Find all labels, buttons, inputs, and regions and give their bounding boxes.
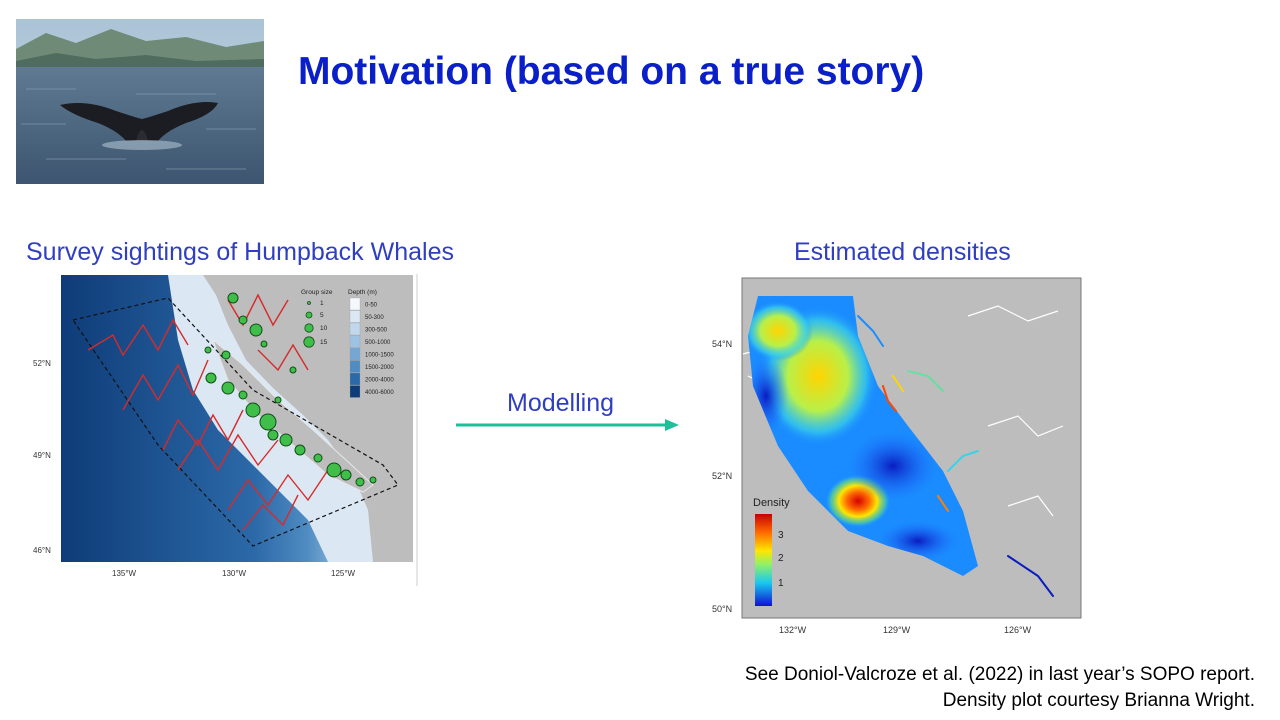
depth-bin-label: 300-500 — [365, 328, 388, 334]
depth-bin-label: 4000-6000 — [365, 390, 394, 396]
density-tick-2: 2 — [778, 553, 784, 564]
modelling-label: Modelling — [507, 389, 615, 417]
depth-swatch — [349, 310, 361, 323]
lon-label-126w: 126°W — [1004, 625, 1032, 635]
depth-legend-title: Depth (m) — [348, 289, 377, 296]
depth-swatch — [349, 372, 361, 386]
density-tick-3: 3 — [778, 530, 784, 541]
depth-swatch — [349, 385, 361, 398]
lat-label-54n: 54°N — [712, 339, 732, 349]
depth-bin-label: 1500-2000 — [365, 365, 394, 371]
lat-label-50n: 50°N — [712, 604, 732, 614]
survey-sightings-map: Group size 1 5 10 15 Depth (m) 0-50 50-30… — [33, 274, 418, 586]
humpback-whale-tail-photo — [16, 19, 264, 184]
depth-bin-label: 2000-4000 — [365, 378, 394, 384]
group-size-1: 1 — [320, 300, 324, 307]
lat-label-46n: 46°N — [33, 546, 51, 555]
footnote-credit: Density plot courtesy Brianna Wright. — [942, 690, 1255, 711]
depth-bin-label: 1000-1500 — [365, 353, 394, 359]
lon-label-132w: 132°W — [779, 625, 807, 635]
slide-title: Motivation (based on a true story) — [298, 50, 925, 93]
estimated-densities-caption: Estimated densities — [794, 238, 1011, 266]
density-tick-1: 1 — [778, 578, 784, 589]
lon-label-125w: 125°W — [331, 569, 356, 578]
survey-sightings-caption: Survey sightings of Humpback Whales — [26, 238, 454, 266]
lon-label-130w: 130°W — [222, 569, 247, 578]
depth-swatch — [349, 360, 361, 373]
group-size-10: 10 — [320, 325, 328, 332]
depth-swatch — [349, 347, 361, 361]
depth-bin-label: 500-1000 — [365, 340, 391, 346]
density-legend-title: Density — [753, 497, 790, 509]
group-size-15: 15 — [320, 339, 328, 346]
depth-bin-label: 0-50 — [365, 303, 378, 309]
depth-swatch — [349, 297, 361, 311]
depth-bin-label: 50-300 — [365, 315, 384, 321]
lat-label-49n: 49°N — [33, 451, 51, 460]
density-map: Density 3 2 1 54°N 52°N 50°N 132°W 129°W… — [712, 277, 1082, 635]
depth-swatch — [349, 335, 361, 348]
lon-label-135w: 135°W — [112, 569, 137, 578]
footnote-citation: See Doniol-Valcroze et al. (2022) in las… — [744, 664, 1255, 685]
group-size-5: 5 — [320, 312, 324, 319]
lon-label-129w: 129°W — [883, 625, 911, 635]
modelling-arrow — [456, 419, 679, 431]
depth-legend: 0-50 50-300 300-500 500-1000 1000-1500 1500-2… — [349, 297, 394, 398]
group-size-legend-title: Group size — [301, 289, 333, 296]
depth-swatch — [349, 322, 361, 336]
footnote: See Doniol-Valcroze et al. (2022) in las… — [745, 662, 1255, 714]
lat-label-52n: 52°N — [33, 359, 51, 368]
lat-label-52n-density: 52°N — [712, 471, 732, 481]
